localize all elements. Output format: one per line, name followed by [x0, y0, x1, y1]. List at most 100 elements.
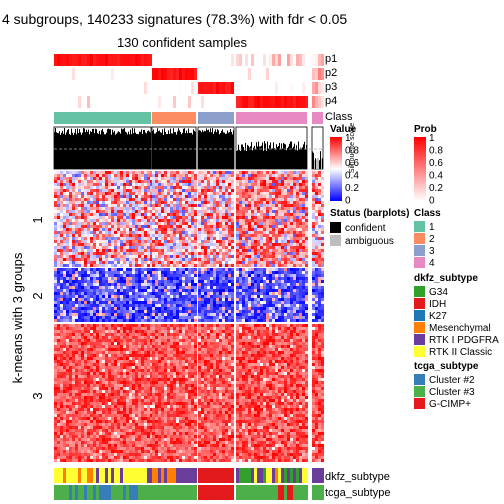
- tcga-cell: [135, 485, 138, 500]
- heatmap-cell: [248, 171, 251, 174]
- heatmap-cell: [278, 186, 281, 189]
- heatmap-cell: [111, 219, 114, 222]
- heatmap-cell: [84, 180, 87, 183]
- heatmap-cell: [152, 186, 155, 189]
- heatmap-cell: [96, 234, 99, 237]
- heatmap-cell: [248, 183, 251, 186]
- heatmap-cell: [120, 255, 123, 258]
- heatmap-cell: [173, 231, 176, 234]
- heatmap-cell: [216, 177, 219, 180]
- heatmap-cell: [105, 286, 108, 289]
- prob-cell: [150, 68, 153, 80]
- heatmap-cell: [129, 319, 132, 322]
- heatmap-cell: [219, 274, 222, 277]
- heatmap-cell: [293, 207, 296, 210]
- heatmap-cell: [129, 207, 132, 210]
- heatmap-cell: [302, 255, 305, 258]
- heatmap-cell: [93, 213, 96, 216]
- heatmap-cell: [161, 295, 164, 298]
- prob-cell: [78, 82, 81, 94]
- heatmap-cell: [204, 240, 207, 243]
- heatmap-cell: [69, 286, 72, 289]
- heatmap-cell: [269, 219, 272, 222]
- silhouette-bar: [83, 128, 84, 169]
- prob-cell: [108, 68, 111, 80]
- heatmap-cell: [296, 180, 299, 183]
- silhouette-bar: [320, 151, 321, 169]
- heatmap-cell: [150, 219, 153, 222]
- heatmap-cell: [60, 201, 63, 204]
- heatmap-cell: [63, 219, 66, 222]
- heatmap-cell: [191, 204, 194, 207]
- heatmap-cell: [302, 292, 305, 295]
- heatmap-cell: [144, 210, 147, 213]
- heatmap-cell: [129, 289, 132, 292]
- tcga-cell: [201, 485, 204, 500]
- heatmap-cell: [275, 246, 278, 249]
- prob-cell: [315, 96, 318, 108]
- heatmap-cell: [123, 295, 126, 298]
- prob-cell: [278, 68, 281, 80]
- heatmap-cell: [69, 313, 72, 316]
- prob-cell: [72, 96, 75, 108]
- heatmap-cell: [138, 307, 141, 310]
- heatmap-cell: [63, 252, 66, 255]
- heatmap-cell: [117, 174, 120, 177]
- heatmap-cell: [108, 216, 111, 219]
- heatmap-cell: [185, 277, 188, 280]
- heatmap-cell: [114, 243, 117, 246]
- heatmap-cell: [96, 252, 99, 255]
- heatmap-cell: [152, 283, 155, 286]
- heatmap-cell: [150, 246, 153, 249]
- heatmap-cell: [161, 280, 164, 283]
- heatmap-cell: [93, 264, 96, 267]
- heatmap-cell: [108, 289, 111, 292]
- heatmap-cell: [123, 195, 126, 198]
- heatmap-cell: [272, 295, 275, 298]
- heatmap-cell: [284, 183, 287, 186]
- heatmap-cell: [272, 237, 275, 240]
- heatmap-cell: [99, 186, 102, 189]
- heatmap-cell: [117, 216, 120, 219]
- prob-cell: [254, 82, 257, 94]
- heatmap-cell: [198, 280, 201, 283]
- heatmap-cell: [176, 240, 179, 243]
- silhouette-bar: [136, 133, 137, 169]
- heatmap-cell: [87, 277, 90, 280]
- heatmap-cell: [254, 268, 257, 271]
- prob-cell: [293, 82, 296, 94]
- heatmap-cell: [90, 258, 93, 261]
- heatmap-cell: [108, 319, 111, 322]
- heatmap-cell: [155, 274, 158, 277]
- heatmap-cell: [207, 301, 210, 304]
- heatmap-cell: [155, 186, 158, 189]
- heatmap-cell: [90, 177, 93, 180]
- heatmap-cell: [185, 307, 188, 310]
- heatmap-cell: [81, 274, 84, 277]
- prob-cell: [111, 68, 114, 80]
- silhouette-bar: [145, 132, 146, 169]
- heatmap-cell: [248, 195, 251, 198]
- heatmap-cell: [315, 249, 318, 252]
- heatmap-cell: [302, 171, 305, 174]
- dkfz-cell: [281, 468, 284, 483]
- heatmap-cell: [105, 174, 108, 177]
- heatmap-cell: [290, 198, 293, 201]
- heatmap-cell: [57, 213, 60, 216]
- heatmap-cell: [54, 246, 57, 249]
- tcga-cell: [275, 485, 278, 500]
- heatmap-cell: [188, 207, 191, 210]
- heatmap-cell: [222, 261, 225, 264]
- heatmap-cell: [216, 231, 219, 234]
- heatmap-cell: [81, 261, 84, 264]
- prob-cell: [132, 54, 135, 66]
- heatmap-cell: [216, 237, 219, 240]
- heatmap-cell: [260, 292, 263, 295]
- heatmap-cell: [54, 186, 57, 189]
- heatmap-cell: [150, 255, 153, 258]
- prob-cell: [84, 96, 87, 108]
- heatmap-cell: [275, 192, 278, 195]
- heatmap-cell: [158, 319, 161, 322]
- heatmap-cell: [126, 216, 129, 219]
- prob-cell: [182, 68, 185, 80]
